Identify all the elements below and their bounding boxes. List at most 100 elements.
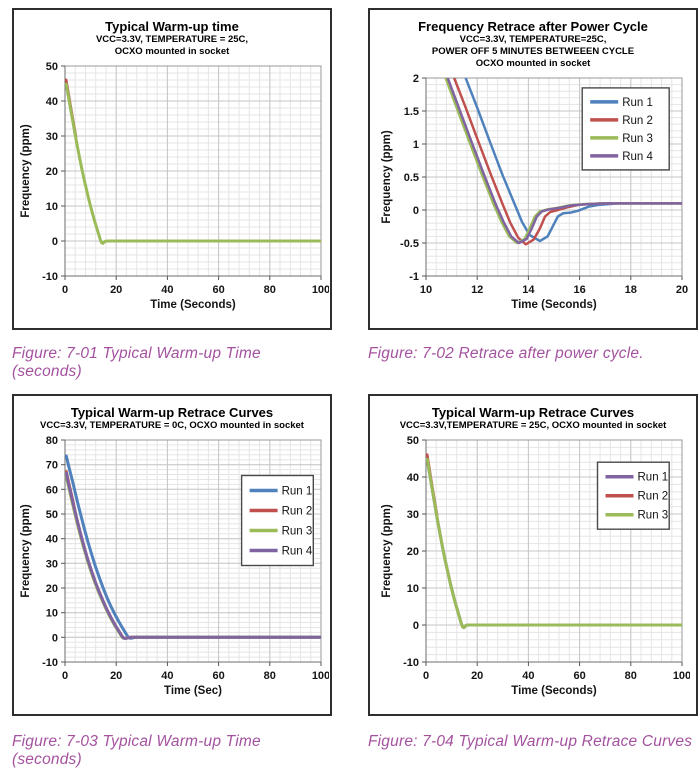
svg-text:20: 20	[676, 284, 688, 296]
svg-text:Run 1: Run 1	[282, 486, 313, 498]
svg-text:0: 0	[62, 284, 68, 296]
svg-text:80: 80	[264, 670, 276, 682]
svg-text:20: 20	[46, 583, 58, 595]
svg-text:Run 4: Run 4	[622, 151, 653, 163]
svg-text:Run 1: Run 1	[638, 472, 669, 484]
svg-text:14: 14	[522, 284, 535, 296]
svg-text:10: 10	[407, 583, 419, 595]
svg-text:Frequency (ppm): Frequency (ppm)	[381, 504, 393, 597]
chart-title: Typical Warm-up Retrace Curves	[70, 405, 274, 420]
warmup-retrace-0c-plot-area: 0 20 40 60 80 100 -10 0 10 20 30 40 50 60 70 80 Time (Se…	[14, 432, 330, 708]
figure-caption-7-02: Figure: 7-02 Retrace after power cycle.	[368, 345, 644, 362]
svg-text:50: 50	[407, 435, 419, 447]
svg-text:20: 20	[110, 284, 122, 296]
svg-text:2: 2	[413, 73, 419, 85]
figure-7-03-chart-panel: Typical Warm-up Retrace Curves VCC=3.3V,…	[12, 394, 332, 716]
svg-text:40: 40	[46, 96, 58, 108]
chart-svg: 10 12 14 16 18 20 -1 -0.5 0 0.5 1 1.5 2 Time (Seconds…	[381, 73, 688, 311]
figure-7-01-chart-panel: Typical Warm-up time VCC=3.3V, TEMPERATU…	[12, 8, 332, 330]
svg-text:Run 3: Run 3	[282, 526, 313, 538]
svg-text:60: 60	[46, 484, 58, 496]
svg-text:Run 2: Run 2	[282, 506, 313, 518]
svg-text:Frequency (ppm): Frequency (ppm)	[20, 504, 32, 597]
svg-text:Run 2: Run 2	[638, 491, 669, 503]
chart-subtitle-line: OCXO mounted in socket	[475, 58, 591, 69]
chart-subtitle-line: OCXO mounted in socket	[114, 46, 230, 57]
svg-text:80: 80	[46, 435, 58, 447]
svg-text:60: 60	[573, 670, 585, 682]
svg-text:Time (Seconds): Time (Seconds)	[511, 685, 597, 697]
warmup-time-plot-area: 0 20 40 60 80 100 -10 0 10 20 30 40 50 Time (Seconds)…	[14, 58, 330, 322]
retrace-power-cycle-plot-area: 10 12 14 16 18 20 -1 -0.5 0 0.5 1 1.5 2 Time (Seconds…	[370, 70, 696, 322]
svg-text:100: 100	[312, 284, 329, 296]
chart-title: Typical Warm-up time	[105, 19, 239, 34]
svg-text:0: 0	[423, 670, 429, 682]
svg-text:20: 20	[471, 670, 483, 682]
svg-text:Frequency (ppm): Frequency (ppm)	[20, 124, 32, 217]
svg-text:-10: -10	[403, 657, 419, 669]
svg-text:100: 100	[312, 670, 329, 682]
svg-text:10: 10	[46, 608, 58, 620]
svg-text:50: 50	[46, 61, 58, 73]
chart-svg: 0 20 40 60 80 100 -10 0 10 20 30 40 50 60 70 80 Time (Se…	[20, 435, 329, 697]
chart-subtitle-line: VCC=3.3V, TEMPERATURE=25C,	[459, 34, 607, 45]
svg-text:10: 10	[420, 284, 432, 296]
svg-text:18: 18	[625, 284, 637, 296]
svg-text:1: 1	[413, 139, 419, 151]
svg-text:Run 1: Run 1	[622, 97, 653, 109]
svg-text:-1: -1	[409, 271, 419, 283]
svg-text:50: 50	[46, 509, 58, 521]
figure-caption-7-01: Figure: 7-01 Typical Warm-up Time (secon…	[12, 345, 261, 380]
chart-title: Typical Warm-up Retrace Curves	[431, 405, 635, 420]
svg-text:30: 30	[46, 131, 58, 143]
svg-text:30: 30	[407, 509, 419, 521]
svg-text:Time (Sec): Time (Sec)	[164, 685, 222, 697]
svg-text:Run 2: Run 2	[622, 115, 653, 127]
svg-text:40: 40	[407, 472, 419, 484]
chart-subtitle-line: POWER OFF 5 MINUTES BETWEEEN CYCLE	[431, 46, 635, 57]
svg-text:20: 20	[46, 166, 58, 178]
svg-text:0.5: 0.5	[404, 172, 419, 184]
figure-7-02-chart-panel: Frequency Retrace after Power Cycle VCC=…	[368, 8, 698, 330]
svg-text:16: 16	[573, 284, 585, 296]
svg-text:0: 0	[52, 632, 58, 644]
svg-text:0: 0	[413, 620, 419, 632]
svg-text:1.5: 1.5	[404, 106, 419, 118]
chart-svg: 0 20 40 60 80 100 -10 0 10 20 30 40 50 Time (Seconds)…	[381, 435, 690, 697]
figure-caption-7-03: Figure: 7-03 Typical Warm-up Time (secon…	[12, 733, 261, 768]
warmup-retrace-25c-plot-area: 0 20 40 60 80 100 -10 0 10 20 30 40 50 Time (Seconds)…	[370, 432, 696, 708]
svg-text:30: 30	[46, 558, 58, 570]
chart-svg: 0 20 40 60 80 100 -10 0 10 20 30 40 50 Time (Seconds)…	[20, 61, 329, 311]
svg-text:Time (Seconds): Time (Seconds)	[150, 299, 236, 311]
svg-text:10: 10	[46, 201, 58, 213]
svg-text:Run 4: Run 4	[282, 546, 313, 558]
svg-text:60: 60	[212, 670, 224, 682]
chart-subtitle-line: VCC=3.3V, TEMPERATURE = 0C, OCXO mounted…	[40, 420, 304, 431]
svg-text:80: 80	[625, 670, 637, 682]
svg-text:Run 3: Run 3	[638, 510, 669, 522]
svg-text:12: 12	[471, 284, 483, 296]
datasheet-figures-page: Typical Warm-up time VCC=3.3V, TEMPERATU…	[12, 8, 698, 768]
svg-text:60: 60	[212, 284, 224, 296]
svg-text:20: 20	[407, 546, 419, 558]
svg-text:40: 40	[161, 670, 173, 682]
figure-7-04-chart-panel: Typical Warm-up Retrace Curves VCC=3.3V,…	[368, 394, 698, 716]
svg-text:70: 70	[46, 460, 58, 472]
svg-text:Time (Seconds): Time (Seconds)	[511, 299, 597, 311]
svg-text:40: 40	[161, 284, 173, 296]
chart-title: Frequency Retrace after Power Cycle	[418, 19, 648, 34]
svg-text:-0.5: -0.5	[400, 238, 419, 250]
svg-text:100: 100	[673, 670, 690, 682]
svg-text:Run 3: Run 3	[622, 133, 653, 145]
chart-subtitle-line: VCC=3.3V, TEMPERATURE = 25C,	[95, 34, 249, 45]
figure-caption-7-04: Figure: 7-04 Typical Warm-up Retrace Cur…	[368, 733, 693, 750]
svg-text:Frequency (ppm): Frequency (ppm)	[381, 130, 393, 223]
svg-text:0: 0	[413, 205, 419, 217]
svg-text:0: 0	[62, 670, 68, 682]
svg-text:40: 40	[522, 670, 534, 682]
svg-text:-10: -10	[42, 271, 58, 283]
svg-text:80: 80	[264, 284, 276, 296]
svg-text:40: 40	[46, 534, 58, 546]
svg-text:0: 0	[52, 236, 58, 248]
svg-text:20: 20	[110, 670, 122, 682]
